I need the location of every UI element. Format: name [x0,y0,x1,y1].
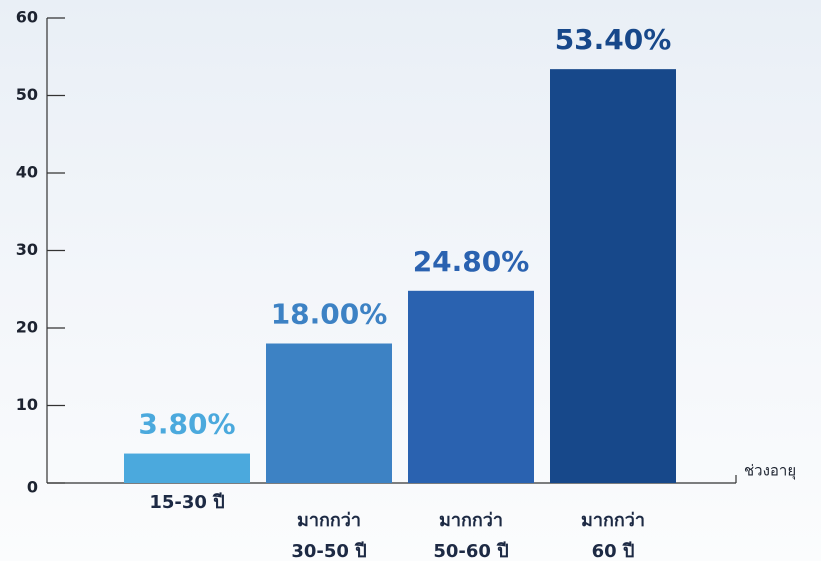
x-tick-label: มากกว่า [439,510,503,531]
x-tick-label: มากกว่า [297,510,361,531]
value-label: 24.80% [413,245,530,278]
bar [408,290,534,483]
x-tick-label: 15-30 ปี [149,492,224,513]
y-tick-label: 40 [16,163,38,182]
value-label: 3.80% [138,408,235,441]
value-label: 53.40% [555,23,672,56]
y-tick-label: 20 [16,318,38,337]
bar [550,69,676,484]
x-axis-label: ช่วงอายุ [744,462,796,481]
x-tick-label: 50-60 ปี [433,541,508,561]
x-tick-label: 30-50 ปี [291,541,366,561]
x-tick-label: 60 ปี [592,541,635,561]
bar [266,343,392,483]
y-tick-label: 0 [27,478,38,497]
y-tick-label: 50 [16,85,38,104]
y-tick-label: 60 [16,8,38,27]
y-tick-label: 10 [16,395,38,414]
bar [124,453,250,483]
y-tick-label: 30 [16,240,38,259]
value-label: 18.00% [271,298,388,331]
x-tick-label: มากกว่า [581,510,645,531]
